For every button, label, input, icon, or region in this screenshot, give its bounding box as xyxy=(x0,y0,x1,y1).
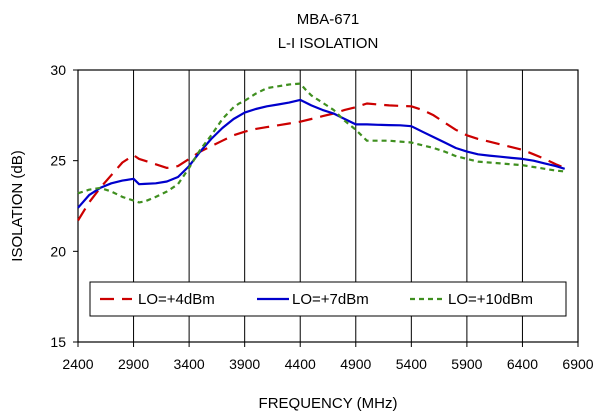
x-tick-label: 3900 xyxy=(229,356,260,372)
x-tick-label: 5900 xyxy=(451,356,482,372)
legend-label-2: LO=+7dBm xyxy=(292,291,369,308)
x-tick-label: 6400 xyxy=(507,356,538,372)
axis-ticks: 2400 2900 3400 3900 4400 4900 5400 5900 6400 6900… xyxy=(50,62,593,372)
x-tick-label: 4400 xyxy=(285,356,316,372)
legend-box xyxy=(89,281,567,317)
x-tick-label: 2900 xyxy=(118,356,149,372)
y-axis-label: ISOLATION (dB) xyxy=(9,150,26,261)
legend-label-1: LO=+4dBm xyxy=(138,291,215,308)
chart-title: MBA-671 xyxy=(297,11,360,28)
y-tick-label: 30 xyxy=(50,62,66,78)
x-tick-label: 3400 xyxy=(174,356,205,372)
chart-subtitle: L-I ISOLATION xyxy=(278,35,379,52)
y-tick-label: 20 xyxy=(50,243,66,259)
x-tick-label: 4900 xyxy=(340,356,371,372)
y-tick-label: 15 xyxy=(50,334,66,350)
x-axis-label: FREQUENCY (MHz) xyxy=(259,395,398,412)
x-tick-label: 5400 xyxy=(396,356,427,372)
legend: LO=+4dBm LO=+7dBm LO=+10dBm xyxy=(89,281,567,317)
series-line-3 xyxy=(77,82,565,204)
x-tick-label: 2400 xyxy=(62,356,93,372)
x-tick-label: 6900 xyxy=(562,356,593,372)
series-line-2 xyxy=(77,98,566,209)
legend-label-3: LO=+10dBm xyxy=(448,291,533,308)
y-tick-label: 25 xyxy=(50,153,66,169)
series-layer xyxy=(77,82,566,222)
